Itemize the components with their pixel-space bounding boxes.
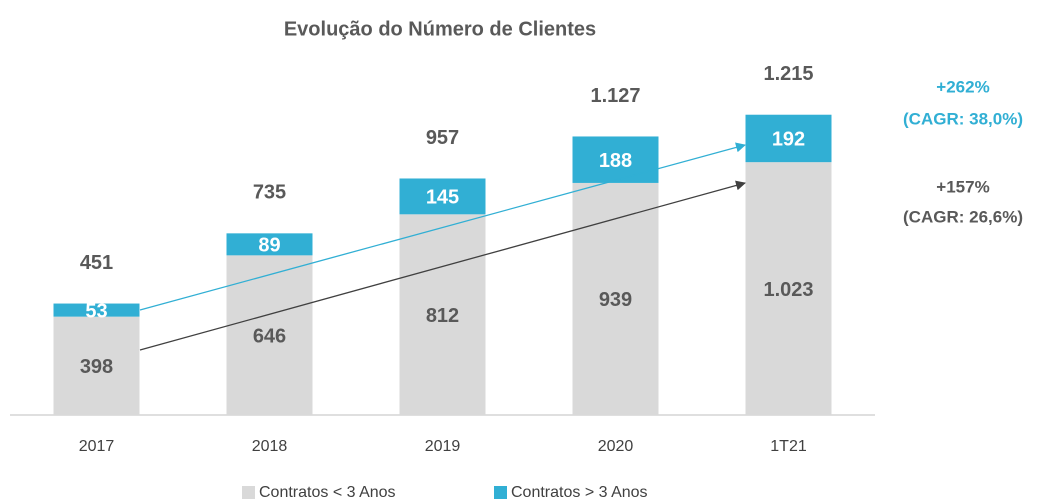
legend-label: Contratos > 3 Anos [511,484,648,501]
legend-swatch [242,486,255,499]
data-label: 1.023 [763,279,813,301]
bar-segment [572,182,659,415]
data-label: 646 [253,325,286,347]
x-tick-label: 1T21 [770,438,807,455]
x-tick-label: 2019 [425,438,461,455]
x-tick-label: 2017 [79,438,115,455]
total-label: 1.215 [763,63,813,85]
trend-arrow [139,142,746,311]
data-label: 192 [772,129,805,151]
legend-label: Contratos < 3 Anos [259,484,396,501]
legend-swatch [494,486,507,499]
data-label: 188 [599,150,632,172]
annotation: +262% [936,77,989,96]
bar-segment [399,214,486,415]
annotation: +157% [936,177,989,196]
annotation: (CAGR: 26,6%) [903,207,1023,226]
annotation: (CAGR: 38,0%) [903,109,1023,128]
x-tick-label: 2018 [252,438,288,455]
bar-segment [572,136,659,183]
total-label: 451 [80,252,113,274]
data-label: 53 [85,300,107,322]
bar-segment [53,303,140,317]
chart-title: Evolução do Número de Clientes [284,18,596,40]
data-label: 939 [599,289,632,311]
total-label: 1.127 [590,85,640,107]
total-label: 735 [253,182,286,204]
x-tick-label: 2020 [598,438,634,455]
data-label: 398 [80,356,113,378]
trend-arrow [139,180,746,351]
data-label: 145 [426,187,459,209]
total-label: 957 [426,127,459,149]
bar-segment [399,178,486,215]
bar-segment [745,162,832,415]
bar-segment [745,114,832,163]
data-label: 812 [426,305,459,327]
bar-segment [226,233,313,256]
data-label: 89 [258,235,280,257]
bar-segment [53,316,140,415]
